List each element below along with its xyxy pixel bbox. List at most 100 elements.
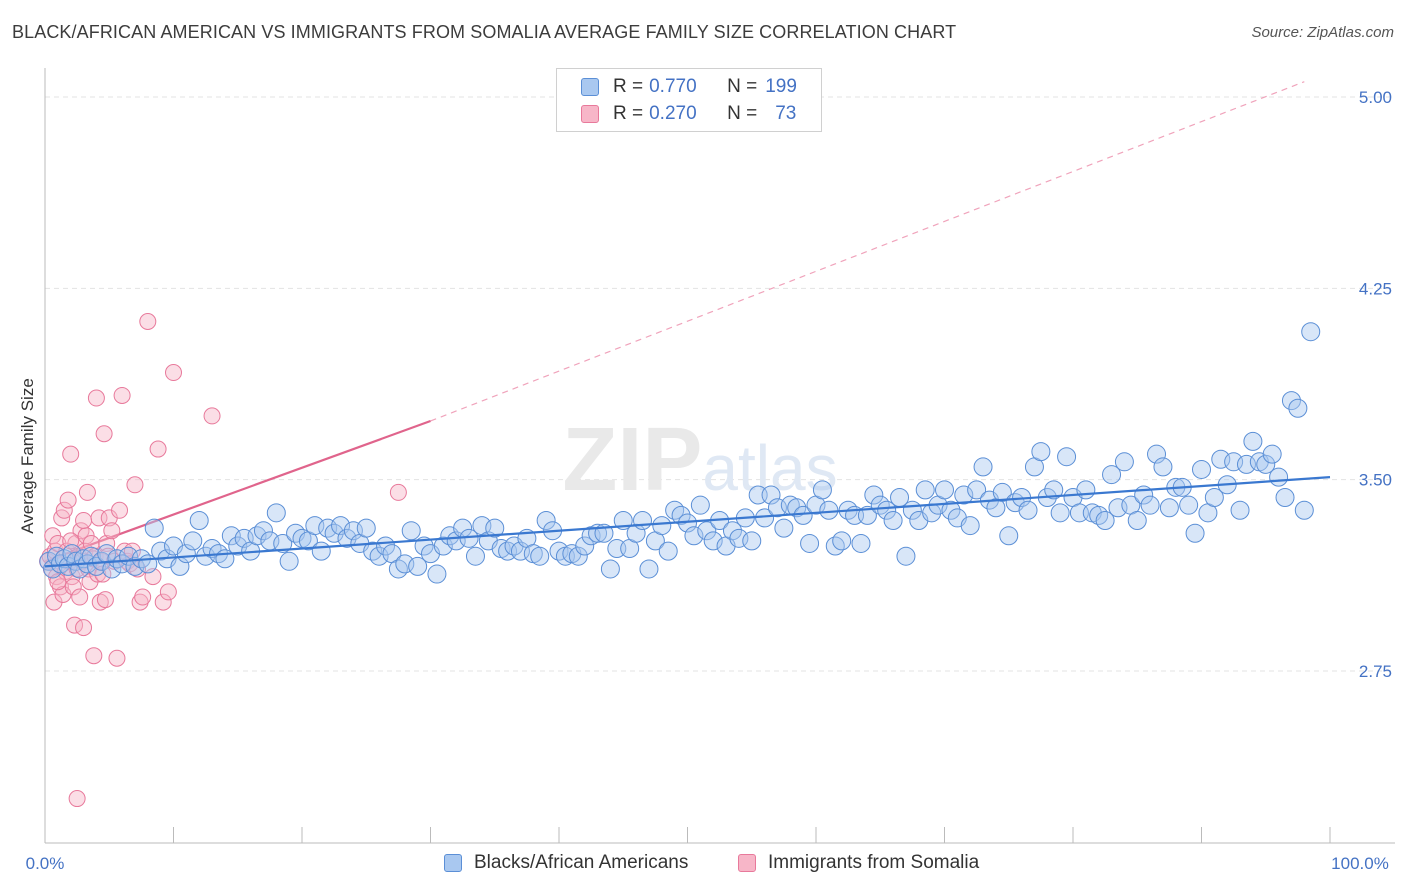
pink-point xyxy=(75,511,93,529)
blue-point xyxy=(324,523,344,543)
chart-title: BLACK/AFRICAN AMERICAN VS IMMIGRANTS FRO… xyxy=(12,22,957,42)
blue-point xyxy=(658,541,678,561)
watermark: ZIPatlas xyxy=(562,410,837,510)
pink-point xyxy=(95,425,113,443)
blue-point xyxy=(1301,322,1321,342)
y-tick-label: 5.00 xyxy=(1359,88,1392,107)
legend-r-value: 0.770 xyxy=(649,76,697,97)
blue-point xyxy=(819,500,839,520)
pink-point xyxy=(126,476,144,494)
blue-point xyxy=(102,559,122,579)
blue-point xyxy=(331,516,351,536)
pink-point xyxy=(72,522,90,540)
legend-r-label: R = xyxy=(613,103,644,124)
blue-point xyxy=(800,533,820,553)
blue-point xyxy=(575,536,595,556)
blue-point xyxy=(1269,467,1289,487)
blue-point xyxy=(1243,431,1263,451)
pink-point xyxy=(154,593,172,611)
blue-point xyxy=(536,510,556,530)
pink-point xyxy=(113,386,131,404)
blue-point xyxy=(954,485,974,505)
blue-point xyxy=(665,500,685,520)
blue-point xyxy=(1288,398,1308,418)
blue-point xyxy=(1192,459,1211,479)
blue-trend-line xyxy=(44,476,1331,568)
blue-point xyxy=(1044,480,1064,500)
pink-point xyxy=(103,522,121,540)
series-legend-pink[interactable]: Immigrants from Somalia xyxy=(738,852,979,874)
series-swatch-blue xyxy=(444,854,462,872)
pink-point xyxy=(389,483,407,501)
blue-point xyxy=(202,539,222,559)
blue-point xyxy=(465,546,485,566)
blue-point xyxy=(388,559,408,579)
y-tick-label: 3.50 xyxy=(1359,471,1392,490)
pink-point xyxy=(111,501,129,519)
blue-point xyxy=(151,541,171,561)
pink-point xyxy=(78,483,96,501)
blue-point xyxy=(485,518,505,538)
blue-point xyxy=(684,526,704,546)
blue-point xyxy=(228,536,248,556)
tick-labels: 2.75 3.50 4.25 5.00 0.0% 100.0% xyxy=(26,88,1392,873)
blue-point xyxy=(825,536,845,556)
blue-point xyxy=(279,551,299,571)
blue-point xyxy=(1147,444,1167,464)
pink-point xyxy=(159,583,177,601)
legend-n-label: N = xyxy=(727,76,758,97)
blue-point xyxy=(1127,510,1147,530)
blue-point xyxy=(1262,444,1282,464)
blue-point xyxy=(337,528,357,548)
blue-point xyxy=(1102,465,1122,485)
y-tick-label: 2.75 xyxy=(1359,662,1392,681)
blue-point xyxy=(568,546,588,566)
blue-point xyxy=(915,480,935,500)
blue-point xyxy=(1050,503,1070,523)
y-axis-label: Average Family Size xyxy=(18,378,37,534)
blue-point xyxy=(941,500,961,520)
pink-point xyxy=(149,440,167,458)
series-swatch-pink xyxy=(738,854,756,872)
legend-n-label: N = xyxy=(727,103,758,124)
blue-point xyxy=(408,556,428,576)
legend-swatch-blue xyxy=(581,78,599,96)
blue-point xyxy=(1230,500,1250,520)
blue-point xyxy=(1095,510,1115,530)
blue-point xyxy=(633,510,653,530)
stats-legend: R = 0.770 N = 199 R = 0.270 N = 73 xyxy=(556,68,822,132)
pink-point xyxy=(85,647,103,665)
pink-point xyxy=(55,501,73,519)
legend-swatch-pink xyxy=(581,105,599,123)
pink-point xyxy=(203,407,221,425)
blue-point xyxy=(600,559,620,579)
blue-point xyxy=(253,521,273,541)
pink-point xyxy=(91,593,109,611)
pink-point xyxy=(71,588,89,606)
blue-point xyxy=(176,544,196,564)
blue-point xyxy=(427,564,447,584)
blue-point xyxy=(1057,447,1077,467)
pink-point xyxy=(75,619,93,637)
pink-point xyxy=(64,578,82,596)
blue-point xyxy=(999,526,1019,546)
blue-point xyxy=(1204,488,1224,508)
pink-point xyxy=(139,312,157,330)
pink-trend-extension xyxy=(430,81,1305,422)
series-legend-blue[interactable]: Blacks/African Americans xyxy=(444,852,688,874)
blue-point xyxy=(530,546,550,566)
blue-point xyxy=(697,521,717,541)
x-tick-label: 100.0% xyxy=(1331,854,1389,873)
axes xyxy=(44,68,1395,844)
blue-point xyxy=(1076,480,1096,500)
series-label-blue: Blacks/African Americans xyxy=(474,852,689,873)
blue-point xyxy=(1275,488,1295,508)
series-label-pink: Immigrants from Somalia xyxy=(768,852,980,873)
blue-point xyxy=(1281,391,1301,411)
blue-point xyxy=(857,505,877,525)
blue-point xyxy=(433,536,453,556)
pink-point xyxy=(68,790,86,808)
blue-point xyxy=(690,495,710,515)
blue-point xyxy=(787,498,807,518)
